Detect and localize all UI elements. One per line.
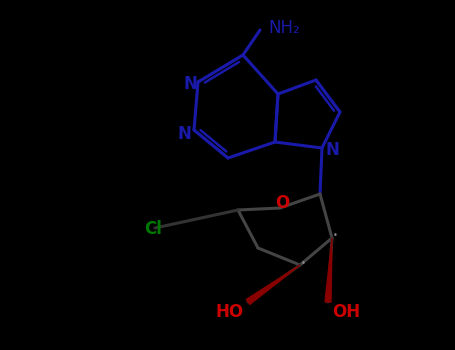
Polygon shape — [325, 238, 332, 302]
Text: NH₂: NH₂ — [268, 19, 300, 37]
Text: OH: OH — [332, 303, 360, 321]
Text: O: O — [275, 194, 289, 212]
Text: HO: HO — [216, 303, 244, 321]
Text: •: • — [333, 231, 338, 240]
Text: N: N — [325, 141, 339, 159]
Polygon shape — [246, 265, 300, 304]
Text: Cl: Cl — [144, 220, 162, 238]
Text: N: N — [183, 75, 197, 93]
Text: •: • — [301, 259, 305, 267]
Text: N: N — [177, 125, 191, 143]
